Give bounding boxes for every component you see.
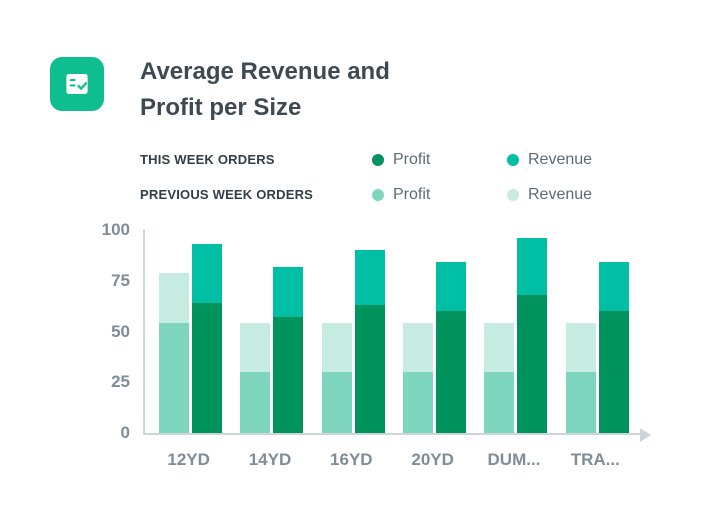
previous-week-bar[interactable] xyxy=(240,323,271,433)
bar-group-20yd xyxy=(403,262,467,433)
profit-segment xyxy=(192,303,223,433)
y-tick-label: 25 xyxy=(111,372,130,392)
legend-item-label: Revenue xyxy=(528,185,593,203)
previous-week-bar[interactable] xyxy=(321,323,352,433)
y-tick-label: 0 xyxy=(120,423,130,442)
page-title: Average Revenue and Profit per Size xyxy=(140,54,390,126)
y-tick-label: 50 xyxy=(111,321,130,341)
this-week-bar[interactable] xyxy=(354,250,385,433)
revenue-segment xyxy=(436,262,467,312)
revenue-dot xyxy=(507,153,519,166)
x-axis-arrow xyxy=(640,428,651,442)
this-week-bar[interactable] xyxy=(436,262,467,433)
previous-week-bar[interactable] xyxy=(484,323,515,433)
revenue-segment xyxy=(354,250,385,306)
revenue-segment xyxy=(565,323,596,373)
title-line-1: Average Revenue and xyxy=(140,58,390,85)
x-tick-label: 20YD xyxy=(411,450,454,469)
profit-segment xyxy=(484,372,515,433)
bar-group-dum xyxy=(484,238,548,433)
profit-segment xyxy=(321,372,352,433)
revenue-segment xyxy=(484,323,515,373)
profit-segment xyxy=(354,305,385,433)
bar-group-12yd xyxy=(159,244,223,433)
plot-area xyxy=(143,230,651,442)
profit-segment xyxy=(436,311,467,433)
checklist-icon xyxy=(50,57,104,111)
legend-row-label-this-week: THIS WEEK ORDERS xyxy=(140,152,275,167)
profit-segment xyxy=(598,311,629,433)
profit-dot xyxy=(372,188,384,201)
revenue-segment xyxy=(240,323,271,373)
profit-segment xyxy=(565,372,596,433)
this-week-bar[interactable] xyxy=(598,262,629,433)
this-week-bar[interactable] xyxy=(517,238,548,433)
profit-segment xyxy=(159,323,190,433)
this-week-bar[interactable] xyxy=(273,266,304,433)
bars xyxy=(145,230,643,433)
profit-segment xyxy=(240,372,271,433)
legend-item-label: Profit xyxy=(393,150,431,168)
x-axis-labels: 12YD 14YD 16YD 20YD DUM... TRA... xyxy=(143,450,641,470)
x-tick-label: 14YD xyxy=(248,450,292,469)
bar-group-14yd xyxy=(240,266,304,433)
x-tick-label: 16YD xyxy=(330,450,373,469)
x-tick-label: DUM... xyxy=(487,450,541,469)
bar-group-tra xyxy=(565,262,629,433)
bar-group-16yd xyxy=(321,250,385,433)
profit-segment xyxy=(517,294,548,433)
revenue-segment xyxy=(403,323,434,373)
legend-row-label-previous-week: PREVIOUS WEEK ORDERS xyxy=(140,187,314,202)
checklist-glyph xyxy=(66,74,88,94)
legend-item-previous-week-revenue[interactable]: Revenue xyxy=(507,186,592,204)
legend: THIS WEEK ORDERS Profit Revenue PREVIOUS… xyxy=(140,142,592,212)
revenue-segment xyxy=(192,244,223,304)
this-week-bar[interactable] xyxy=(192,244,223,433)
legend-row-previous-week: PREVIOUS WEEK ORDERS Profit Revenue xyxy=(140,177,592,212)
revenue-segment xyxy=(159,272,190,324)
legend-item-this-week-profit[interactable]: Profit xyxy=(372,151,507,169)
revenue-dot xyxy=(507,188,519,201)
legend-item-previous-week-profit[interactable]: Profit xyxy=(372,186,507,204)
title-line-2: Profit per Size xyxy=(140,94,302,121)
x-tick-label: TRA... xyxy=(570,450,620,469)
y-axis-labels: 0 25 50 75 100 xyxy=(50,220,130,442)
revenue-segment xyxy=(273,266,304,318)
revenue-segment xyxy=(517,238,548,295)
revenue-segment xyxy=(321,323,352,373)
legend-item-this-week-revenue[interactable]: Revenue xyxy=(507,151,592,169)
legend-item-label: Profit xyxy=(393,185,431,203)
y-tick-label: 75 xyxy=(111,270,130,290)
legend-item-label: Revenue xyxy=(528,150,593,168)
legend-row-this-week: THIS WEEK ORDERS Profit Revenue xyxy=(140,142,592,177)
previous-week-bar[interactable] xyxy=(159,272,190,433)
profit-dot xyxy=(372,153,384,166)
revenue-segment xyxy=(598,262,629,312)
profit-segment xyxy=(273,317,304,433)
profit-segment xyxy=(403,372,434,433)
previous-week-bar[interactable] xyxy=(565,323,596,433)
x-tick-label: 12YD xyxy=(167,450,210,469)
previous-week-bar[interactable] xyxy=(403,323,434,433)
y-tick-label: 100 xyxy=(101,220,130,239)
